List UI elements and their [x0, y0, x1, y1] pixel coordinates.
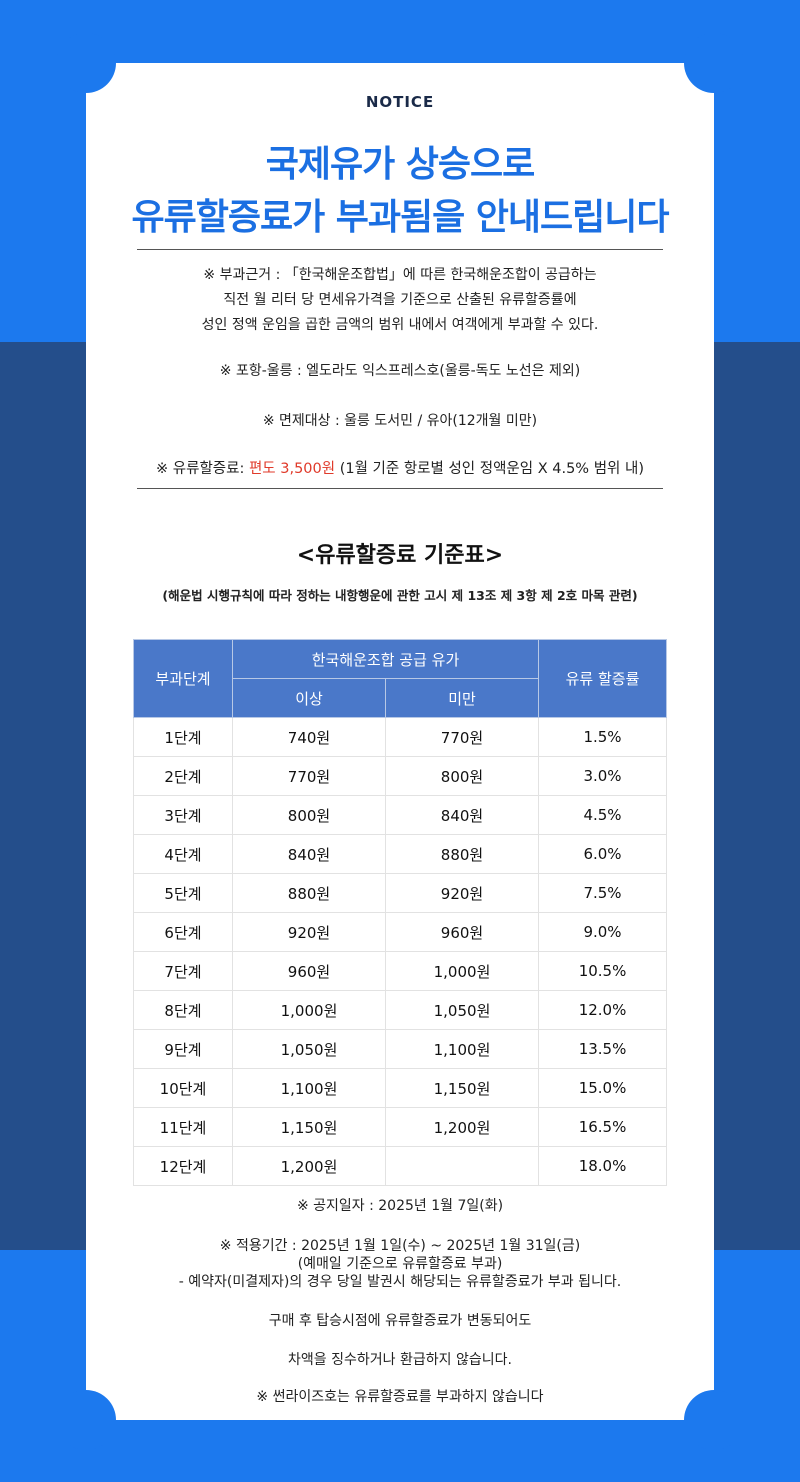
- max-cell: 800원: [384, 756, 540, 796]
- header-max: 미만: [384, 678, 540, 718]
- rate-cell: 9.0%: [538, 912, 668, 952]
- rate-cell: 13.5%: [538, 1029, 668, 1069]
- rate-cell: 7.5%: [538, 873, 668, 913]
- table-title: <유류할증료 기준표>: [296, 543, 504, 568]
- table-row: 7단계 960원 1,000원 10.5%: [133, 951, 668, 991]
- exempt-info: ※ 면제대상 : 울릉 도서민 / 유아(12개월 미만): [262, 413, 538, 429]
- rate-cell: 4.5%: [538, 795, 668, 835]
- surcharge-table: 부과단계 한국해운조합 공급 유가 유류 할증률 이상 미만 1단계 740원 77…: [133, 639, 668, 1186]
- rate-cell: 16.5%: [538, 1107, 668, 1147]
- max-cell: 1,200원: [384, 1107, 540, 1147]
- stage-cell: 5단계: [133, 873, 233, 913]
- max-cell: 1,050원: [384, 990, 540, 1030]
- stage-cell: 9단계: [133, 1029, 233, 1069]
- rate-cell: 10.5%: [538, 951, 668, 991]
- min-cell: 1,000원: [232, 990, 386, 1030]
- sunrise-note: ※ 썬라이즈호는 유류할증료를 부과하지 않습니다: [256, 1389, 544, 1405]
- max-cell: 920원: [384, 873, 540, 913]
- rate-cell: 12.0%: [538, 990, 668, 1030]
- header-min: 이상: [232, 678, 386, 718]
- stage-cell: 4단계: [133, 834, 233, 874]
- table-row: 4단계 840원 880원 6.0%: [133, 834, 668, 874]
- header-supply-price: 한국해운조합 공급 유가: [231, 639, 540, 679]
- basis-line-1: ※ 부과근거 : 「한국해운조합법」에 따른 한국해운조합이 공급하는: [203, 267, 597, 283]
- title-line-1: 국제유가 상승으로: [265, 144, 536, 185]
- stage-cell: 1단계: [133, 717, 233, 757]
- table-note: (해운법 시행규칙에 따라 정하는 내항행운에 관한 고시 제 13조 제 3항…: [162, 588, 638, 603]
- divider-bottom: [137, 488, 663, 489]
- card-notch-top-left: [56, 33, 116, 93]
- header-stage: 부과단계: [133, 639, 233, 718]
- min-cell: 840원: [232, 834, 386, 874]
- table-row: 5단계 880원 920원 7.5%: [133, 873, 668, 913]
- card-notch-top-right: [684, 33, 744, 93]
- max-cell: 1,100원: [384, 1029, 540, 1069]
- fee-amount: 편도 3,500원: [248, 461, 336, 477]
- fee-prefix: ※ 유류할증료:: [156, 461, 249, 477]
- table-row: 8단계 1,000원 1,050원 12.0%: [133, 990, 668, 1030]
- rate-cell: 6.0%: [538, 834, 668, 874]
- stage-cell: 6단계: [133, 912, 233, 952]
- change-note-line-2: 차액을 징수하거나 환급하지 않습니다.: [288, 1352, 512, 1368]
- table-row: 12단계 1,200원 18.0%: [133, 1146, 668, 1186]
- header-rate: 유류 할증률: [538, 639, 668, 718]
- min-cell: 920원: [232, 912, 386, 952]
- table-row: 1단계 740원 770원 1.5%: [133, 717, 668, 757]
- announce-date: ※ 공지일자 : 2025년 1월 7일(화): [296, 1198, 504, 1214]
- basis-line-2: 직전 월 리터 당 면세유가격을 기준으로 산출된 유류할증률에: [223, 292, 577, 308]
- stage-cell: 2단계: [133, 756, 233, 796]
- card-notch-bottom-right: [684, 1390, 744, 1450]
- min-cell: 740원: [232, 717, 386, 757]
- table-row: 6단계 920원 960원 9.0%: [133, 912, 668, 952]
- reservation-note: - 예약자(미결제자)의 경우 당일 발권시 해당되는 유류할증료가 부과 됩니…: [178, 1274, 622, 1290]
- stage-cell: 11단계: [133, 1107, 233, 1147]
- table-row: 11단계 1,150원 1,200원 16.5%: [133, 1107, 668, 1147]
- table-row: 3단계 800원 840원 4.5%: [133, 795, 668, 835]
- max-cell: 1,150원: [384, 1068, 540, 1108]
- stage-cell: 12단계: [133, 1146, 233, 1186]
- min-cell: 800원: [232, 795, 386, 835]
- rate-cell: 3.0%: [538, 756, 668, 796]
- min-cell: 1,150원: [232, 1107, 386, 1147]
- stage-cell: 8단계: [133, 990, 233, 1030]
- table-row: 10단계 1,100원 1,150원 15.0%: [133, 1068, 668, 1108]
- min-cell: 960원: [232, 951, 386, 991]
- max-cell: 840원: [384, 795, 540, 835]
- card-notch-bottom-left: [56, 1390, 116, 1450]
- divider-top: [137, 249, 663, 250]
- max-cell: 1,000원: [384, 951, 540, 991]
- min-cell: 1,200원: [232, 1146, 386, 1186]
- apply-period: ※ 적용기간 : 2025년 1월 1일(수) ~ 2025년 1월 31일(금…: [219, 1238, 581, 1254]
- basis-line-3: 성인 정액 운임을 곱한 금액의 범위 내에서 여객에게 부과할 수 있다.: [201, 317, 599, 333]
- table-row: 9단계 1,050원 1,100원 13.5%: [133, 1029, 668, 1069]
- max-cell: [384, 1146, 540, 1186]
- route-info: ※ 포항-울릉 : 엘도라도 익스프레스호(울릉-독도 노선은 제외): [219, 363, 581, 379]
- stage-cell: 3단계: [133, 795, 233, 835]
- table-row: 2단계 770원 800원 3.0%: [133, 756, 668, 796]
- fee-suffix: (1월 기준 항로별 성인 정액운임 X 4.5% 범위 내): [335, 461, 644, 477]
- change-note-line-1: 구매 후 탑승시점에 유류할증료가 변동되어도: [268, 1313, 532, 1329]
- title-line-2: 유류할증료가 부과됨을 안내드립니다: [131, 197, 670, 238]
- apply-period-note: (예매일 기준으로 유류할증료 부과): [297, 1256, 503, 1272]
- max-cell: 770원: [384, 717, 540, 757]
- notice-label: NOTICE: [365, 93, 435, 111]
- stage-cell: 7단계: [133, 951, 233, 991]
- min-cell: 1,050원: [232, 1029, 386, 1069]
- min-cell: 770원: [232, 756, 386, 796]
- fee-info: ※ 유류할증료: 편도 3,500원 (1월 기준 항로별 성인 정액운임 X …: [0, 457, 800, 478]
- rate-cell: 1.5%: [538, 717, 668, 757]
- min-cell: 1,100원: [232, 1068, 386, 1108]
- max-cell: 960원: [384, 912, 540, 952]
- min-cell: 880원: [232, 873, 386, 913]
- rate-cell: 15.0%: [538, 1068, 668, 1108]
- max-cell: 880원: [384, 834, 540, 874]
- rate-cell: 18.0%: [538, 1146, 668, 1186]
- stage-cell: 10단계: [133, 1068, 233, 1108]
